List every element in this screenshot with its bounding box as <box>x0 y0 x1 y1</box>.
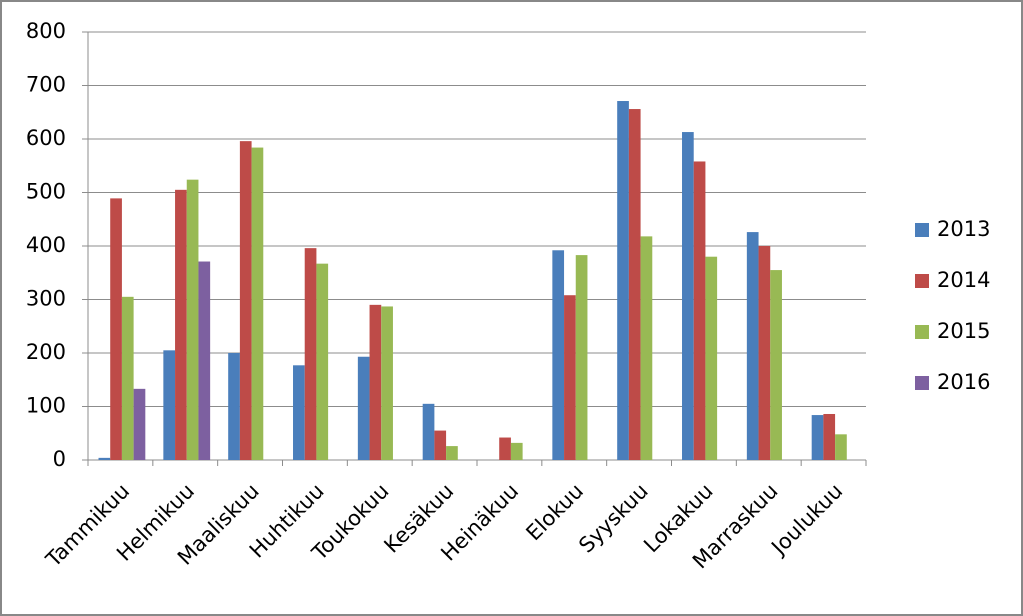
bar <box>239 141 252 460</box>
bar <box>110 198 122 460</box>
y-tick-label: 700 <box>26 73 66 97</box>
bar <box>186 179 199 460</box>
y-tick-label: 200 <box>26 340 66 364</box>
bar <box>682 132 694 461</box>
y-tick-label: 300 <box>26 287 66 311</box>
y-tick-label: 800 <box>26 19 66 43</box>
bar <box>823 413 836 460</box>
bar <box>121 296 134 460</box>
bar <box>510 442 523 460</box>
bar <box>575 255 588 460</box>
bar <box>98 457 111 460</box>
legend-swatch <box>915 325 929 339</box>
bar <box>552 250 565 460</box>
bar <box>446 446 458 460</box>
y-tick-label: 600 <box>26 126 66 150</box>
legend-label: 2016 <box>937 370 990 394</box>
bar <box>628 109 641 460</box>
bar <box>746 232 759 460</box>
bar <box>133 388 146 460</box>
bar <box>316 263 329 460</box>
bar <box>175 189 187 460</box>
bar <box>369 304 382 460</box>
y-tick-label: 500 <box>26 180 66 204</box>
bar <box>758 246 771 460</box>
y-tick-label: 400 <box>26 233 66 257</box>
y-tick-label: 0 <box>53 447 66 471</box>
bar <box>770 270 782 460</box>
bar <box>422 403 435 460</box>
legend-label: 2013 <box>937 217 990 241</box>
bar <box>293 365 305 460</box>
bar <box>564 295 576 460</box>
bar <box>434 430 447 460</box>
bar <box>835 434 847 460</box>
bar <box>693 161 706 460</box>
bar <box>163 350 176 460</box>
legend-swatch <box>915 223 929 237</box>
bar <box>381 306 393 460</box>
bar <box>198 261 211 460</box>
bar <box>640 236 653 460</box>
y-tick-label: 100 <box>26 394 66 418</box>
legend-swatch <box>915 274 929 288</box>
bar <box>617 101 629 460</box>
bar <box>251 147 264 460</box>
legend-label: 2015 <box>937 319 990 343</box>
bar <box>811 415 824 460</box>
bar <box>304 248 317 460</box>
bar <box>357 356 370 460</box>
legend-label: 2014 <box>937 268 990 292</box>
bar <box>705 256 718 460</box>
bar <box>499 437 511 460</box>
bar <box>228 353 240 460</box>
legend-swatch <box>915 376 929 390</box>
